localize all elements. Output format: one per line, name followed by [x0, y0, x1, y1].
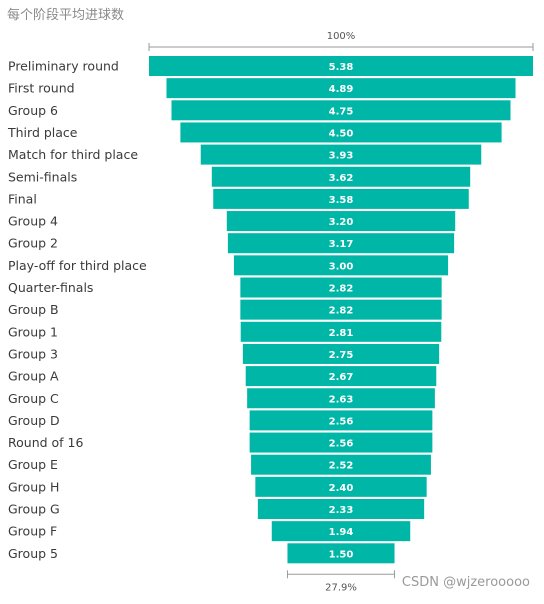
watermark: CSDN @wjzerooooo: [401, 575, 530, 590]
bar-value-label: 2.81: [329, 328, 354, 339]
category-label: Group D: [8, 413, 60, 428]
category-label: Group A: [8, 369, 59, 384]
bar-value-label: 3.17: [329, 239, 354, 250]
category-label: Group 3: [8, 346, 58, 361]
chart-title: 每个阶段平均进球数: [7, 8, 125, 23]
funnel-bar: [257, 499, 425, 519]
funnel-bar: [240, 321, 442, 342]
funnel-bar: [233, 255, 449, 276]
funnel-bar: [211, 166, 471, 187]
category-label: Group 6: [8, 103, 58, 118]
bar-value-label: 4.75: [329, 106, 354, 117]
funnel-bar: [166, 78, 516, 99]
funnel-bar: [200, 144, 482, 165]
category-label: Group 4: [8, 214, 58, 229]
bar-value-label: 1.50: [329, 549, 354, 560]
funnel-bar: [255, 476, 427, 497]
category-label: Group B: [8, 302, 59, 317]
bottom-percent-label: 27.9%: [325, 582, 357, 593]
bar-value-label: 3.93: [329, 151, 354, 162]
bar-value-label: 1.94: [329, 527, 354, 538]
category-label: Quarter-finals: [8, 280, 93, 295]
category-label: Group G: [8, 502, 60, 517]
category-label: Group 1: [8, 324, 58, 339]
bar-value-label: 3.62: [329, 173, 354, 184]
category-label: Semi-finals: [8, 169, 77, 184]
category-label: Preliminary round: [8, 59, 119, 74]
bar-value-label: 2.82: [329, 306, 354, 317]
category-label: First round: [8, 81, 75, 96]
bar-value-label: 2.33: [329, 505, 354, 516]
category-label: Round of 16: [8, 435, 83, 450]
category-label: Group H: [8, 479, 59, 494]
bar-value-label: 5.38: [329, 62, 354, 73]
bar-value-label: 2.67: [329, 372, 354, 383]
funnel-bar: [247, 388, 435, 409]
funnel-bar: [213, 188, 469, 209]
category-label: Group 5: [8, 546, 58, 561]
funnel-bar: [240, 277, 442, 298]
funnel-bar: [287, 543, 395, 564]
category-label: Play-off for third place: [8, 258, 147, 273]
funnel-bar: [249, 432, 433, 453]
funnel-bar: [180, 122, 502, 143]
category-label: Final: [8, 191, 37, 206]
bar-value-label: 2.63: [329, 394, 354, 405]
category-label: Group E: [8, 457, 58, 472]
bar-value-label: 3.00: [329, 261, 354, 272]
bar-value-label: 3.58: [329, 195, 354, 206]
funnel-bar: [242, 343, 440, 364]
bar-value-label: 2.56: [329, 439, 354, 450]
top-percent-label: 100%: [327, 31, 356, 42]
bar-value-label: 2.56: [329, 416, 354, 427]
category-label: Third place: [7, 125, 78, 140]
funnel-bar: [251, 454, 431, 475]
category-label: Group 2: [8, 236, 58, 251]
bar-value-label: 3.20: [329, 217, 354, 228]
funnel-bar: [271, 521, 411, 542]
category-label: Match for third place: [8, 147, 138, 162]
bar-value-label: 2.52: [329, 461, 354, 472]
funnel-bar: [240, 299, 442, 320]
funnel-bar: [171, 100, 511, 121]
category-label: Group C: [8, 391, 59, 406]
category-label: Group F: [8, 524, 57, 539]
bar-value-label: 2.40: [329, 483, 354, 494]
funnel-bar: [245, 366, 437, 387]
bar-value-label: 2.82: [329, 284, 354, 295]
funnel-bar: [149, 56, 533, 76]
funnel-bar: [226, 211, 456, 232]
bar-value-label: 4.50: [329, 128, 354, 139]
funnel-bar: [227, 233, 455, 254]
bar-value-label: 4.89: [329, 84, 354, 95]
funnel-bar: [249, 410, 433, 431]
bar-value-label: 2.75: [329, 350, 354, 361]
